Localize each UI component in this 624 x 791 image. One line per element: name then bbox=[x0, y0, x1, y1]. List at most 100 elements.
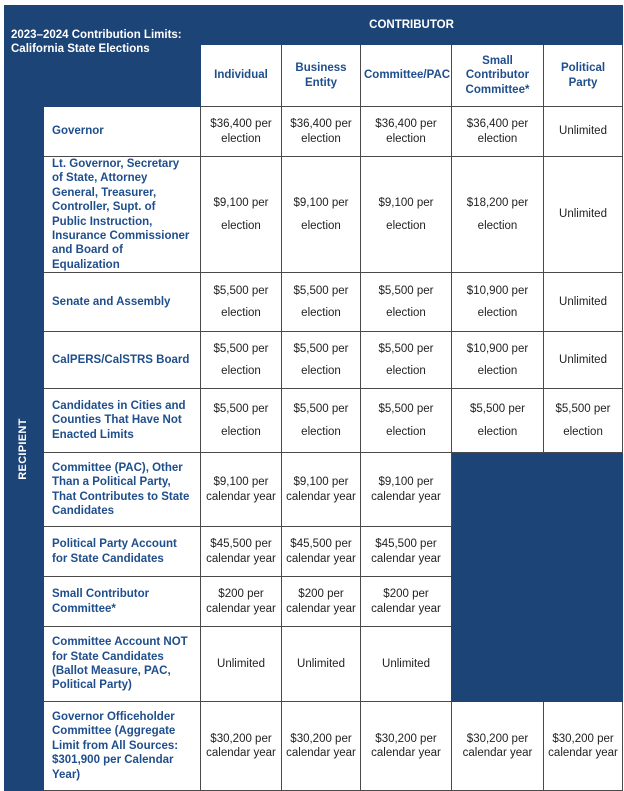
limit-text: calendar year bbox=[371, 490, 441, 503]
limit-text: $200 per bbox=[218, 588, 264, 601]
limit-cell: $5,500 per election bbox=[281, 272, 361, 332]
column-header: Committee/PAC bbox=[360, 44, 452, 107]
limit-text: Unlimited bbox=[382, 657, 430, 670]
limit-text: Unlimited bbox=[297, 657, 345, 670]
limit-cell: $5,500 per election bbox=[360, 388, 452, 453]
limit-text: Unlimited bbox=[559, 208, 607, 221]
table-row: Governor Officeholder Committee (Aggrega… bbox=[5, 701, 624, 791]
limit-cell: $36,400 per election bbox=[200, 106, 282, 157]
recipient-name: Candidates in Cities and Counties That H… bbox=[43, 388, 201, 453]
limit-text: calendar year bbox=[371, 552, 441, 565]
table-row: Small Contributor Committee* $200 per cale… bbox=[5, 576, 623, 627]
limit-text: calendar year bbox=[206, 490, 276, 503]
limit-cell: $200 per calendar year bbox=[281, 576, 361, 627]
limit-text: $45,500 per bbox=[290, 538, 352, 551]
recipient-name: CalPERS/CalSTRS Board bbox=[43, 331, 201, 389]
limit-text: election bbox=[477, 219, 518, 232]
limit-cell: Unlimited bbox=[542, 272, 624, 332]
limit-cell: $9,100 per election bbox=[281, 156, 361, 273]
limit-text: election bbox=[221, 365, 261, 377]
limit-text: $5,500 per bbox=[555, 403, 611, 416]
limit-cell: $30,200 per calendar year bbox=[542, 701, 624, 791]
limit-text: $36,400 per bbox=[375, 118, 437, 131]
limit-cell: $30,200 per calendar year bbox=[360, 701, 452, 791]
limit-text: calendar year bbox=[286, 552, 356, 565]
limit-cell: $5,500 per election bbox=[200, 331, 282, 389]
limit-text: calendar year bbox=[286, 602, 356, 615]
recipient-label-text: RECIPIENT bbox=[17, 417, 30, 480]
column-header: Political Party bbox=[542, 44, 624, 107]
column-header: Small Contributor Committee* bbox=[451, 44, 544, 107]
table-row: Political Party Account for State Candid… bbox=[5, 526, 623, 577]
limit-text: Unlimited bbox=[559, 353, 607, 366]
limit-text: $5,500 per bbox=[293, 284, 349, 297]
limit-text: election bbox=[301, 425, 341, 438]
limit-text: $5,500 per bbox=[470, 403, 525, 416]
limit-cell: $5,500 per election bbox=[451, 388, 544, 453]
limit-text: $30,200 per bbox=[290, 732, 352, 745]
limit-text: calendar year bbox=[548, 747, 618, 759]
limit-cell: $45,500 per calendar year bbox=[200, 526, 282, 577]
limit-text: Unlimited bbox=[559, 295, 607, 308]
recipient-side-label: RECIPIENT bbox=[4, 106, 44, 791]
limit-cell: $5,500 per election bbox=[360, 272, 452, 332]
limit-text: $5,500 per bbox=[378, 284, 434, 297]
limit-cell: $30,200 per calendar year bbox=[281, 701, 361, 791]
limit-text: $9,100 per bbox=[293, 197, 349, 210]
recipient-name: Senate and Assembly bbox=[43, 272, 201, 332]
limit-text: Unlimited bbox=[559, 125, 607, 138]
limit-text: $30,200 per bbox=[375, 732, 437, 745]
limit-cell: $10,900 per election bbox=[451, 331, 544, 389]
limit-text: election bbox=[386, 365, 426, 377]
recipient-name: Governor bbox=[43, 106, 201, 157]
limit-text: election bbox=[477, 307, 518, 319]
limit-text: calendar year bbox=[371, 747, 441, 759]
limit-text: $36,400 per bbox=[290, 118, 352, 131]
limit-cell: $18,200 per election bbox=[451, 156, 544, 273]
limit-text: $5,500 per bbox=[213, 403, 269, 416]
table-row: Candidates in Cities and Counties That H… bbox=[5, 388, 624, 453]
limit-text: calendar year bbox=[206, 602, 276, 615]
limit-text: $9,100 per bbox=[378, 476, 434, 489]
limit-text: election bbox=[221, 132, 261, 145]
limit-text: $9,100 per bbox=[213, 197, 269, 210]
limit-text: election bbox=[301, 219, 341, 232]
limit-text: $9,100 per bbox=[378, 197, 434, 210]
limit-text: $5,500 per bbox=[378, 342, 434, 355]
table-row: CalPERS/CalSTRS Board $5,500 per election $… bbox=[5, 331, 624, 389]
limit-text: election bbox=[221, 425, 261, 438]
limit-text: election bbox=[563, 425, 603, 438]
limit-text: election bbox=[386, 219, 426, 232]
limit-cell: $5,500 per election bbox=[281, 331, 361, 389]
limit-cell: $30,200 per calendar year bbox=[200, 701, 282, 791]
limit-text: $30,200 per bbox=[210, 732, 272, 745]
limit-cell: $9,100 per election bbox=[200, 156, 282, 273]
limit-text: $5,500 per bbox=[213, 284, 269, 297]
limit-cell: $9,100 per calendar year bbox=[281, 452, 361, 527]
limit-text: $200 per bbox=[383, 588, 429, 601]
limit-cell: $10,900 per election bbox=[451, 272, 544, 332]
limit-text: $5,500 per bbox=[293, 403, 349, 416]
limit-cell: $5,500 per election bbox=[200, 272, 282, 332]
limit-text: election bbox=[301, 365, 341, 377]
limit-text: election bbox=[301, 132, 341, 145]
limit-cell: $45,500 per calendar year bbox=[281, 526, 361, 577]
recipient-name: Lt. Governor, Secretary of State, Attorn… bbox=[43, 156, 201, 273]
limit-cell: Unlimited bbox=[360, 626, 452, 702]
column-header: Business Entity bbox=[281, 44, 361, 107]
table-row: Committee (PAC), Other Than a Political … bbox=[5, 452, 624, 702]
limit-text: Unlimited bbox=[217, 657, 265, 670]
limit-text: $5,500 per bbox=[213, 342, 269, 355]
limit-text: calendar year bbox=[206, 552, 276, 565]
limit-cell: $36,400 per election bbox=[281, 106, 361, 157]
limit-text: $9,100 per bbox=[293, 476, 349, 489]
limit-text: election bbox=[386, 425, 426, 438]
limit-text: $45,500 per bbox=[210, 538, 272, 551]
limit-text: $30,200 per bbox=[552, 732, 614, 745]
limit-cell: $5,500 per election bbox=[200, 388, 282, 453]
limit-text: calendar year bbox=[462, 747, 533, 759]
limit-text: $36,400 per bbox=[210, 118, 272, 131]
limit-cell: Unlimited bbox=[200, 626, 282, 702]
limit-cell: $36,400 per election bbox=[451, 106, 544, 157]
limit-text: election bbox=[301, 307, 341, 319]
